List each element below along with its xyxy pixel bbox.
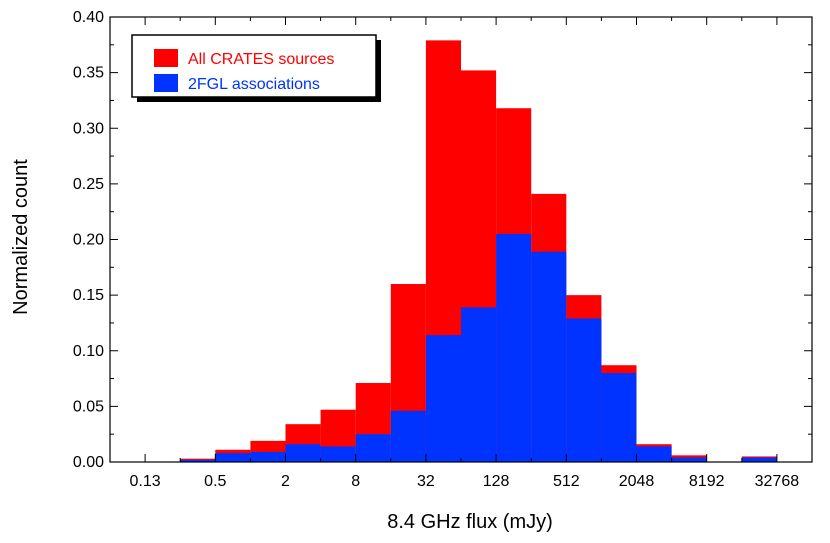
legend-label-2fgl: 2FGL associations — [188, 76, 320, 93]
fgl-bar-7 — [425, 335, 461, 462]
legend-swatch-2fgl — [154, 74, 178, 92]
fgl-bar-12 — [601, 373, 637, 462]
legend: All CRATES sources 2FGL associations — [131, 34, 381, 102]
y-tick-label: 0.35 — [73, 65, 104, 82]
legend-swatch-all-crates — [154, 49, 178, 67]
fgl-bar-5 — [355, 434, 391, 462]
fgl-bar-14 — [671, 457, 707, 462]
y-tick-label: 0.40 — [73, 9, 104, 26]
y-tick-label: 0.10 — [73, 343, 104, 360]
y-tick-label: 0.20 — [73, 232, 104, 249]
x-axis-ticks: 0.13 0.5 2 8 32 128 512 2048 8192 32768 — [130, 17, 800, 490]
fgl-bar-13 — [636, 446, 672, 462]
x-tick-label: 0.5 — [204, 473, 226, 490]
fgl-bar-2 — [250, 451, 286, 462]
x-axis-label: 8.4 GHz flux (mJy) — [387, 511, 553, 533]
fgl-bar-1 — [215, 453, 251, 462]
legend-label-all-crates: All CRATES sources — [188, 51, 334, 68]
y-tick-label: 0.00 — [73, 454, 104, 471]
x-tick-label: 512 — [553, 473, 580, 490]
x-tick-label: 2048 — [619, 473, 655, 490]
blue-series-bars — [180, 233, 777, 462]
x-tick-label: 32 — [417, 473, 435, 490]
fgl-bar-16 — [741, 457, 777, 462]
x-tick-label: 8192 — [689, 473, 725, 490]
y-tick-label: 0.30 — [73, 120, 104, 137]
x-tick-label: 8 — [351, 473, 360, 490]
x-tick-label: 32768 — [755, 473, 800, 490]
x-tick-label: 128 — [483, 473, 510, 490]
fgl-bar-6 — [390, 410, 426, 462]
y-tick-label: 0.05 — [73, 398, 104, 415]
y-axis-label: Normalized count — [10, 159, 32, 315]
fgl-bar-3 — [285, 444, 321, 462]
fgl-bar-0 — [180, 459, 216, 462]
fgl-bar-10 — [531, 251, 567, 462]
y-tick-label: 0.15 — [73, 287, 104, 304]
x-tick-label: 2 — [281, 473, 290, 490]
fgl-bar-9 — [496, 233, 532, 462]
x-tick-label: 0.13 — [130, 473, 161, 490]
fgl-bar-4 — [320, 446, 356, 462]
fgl-bar-8 — [461, 307, 497, 462]
y-axis-ticks: 0.00 0.05 0.10 0.15 0.20 0.25 0.30 0.35 0.40 — [73, 9, 812, 471]
y-tick-label: 0.25 — [73, 176, 104, 193]
fgl-bar-11 — [566, 318, 602, 462]
